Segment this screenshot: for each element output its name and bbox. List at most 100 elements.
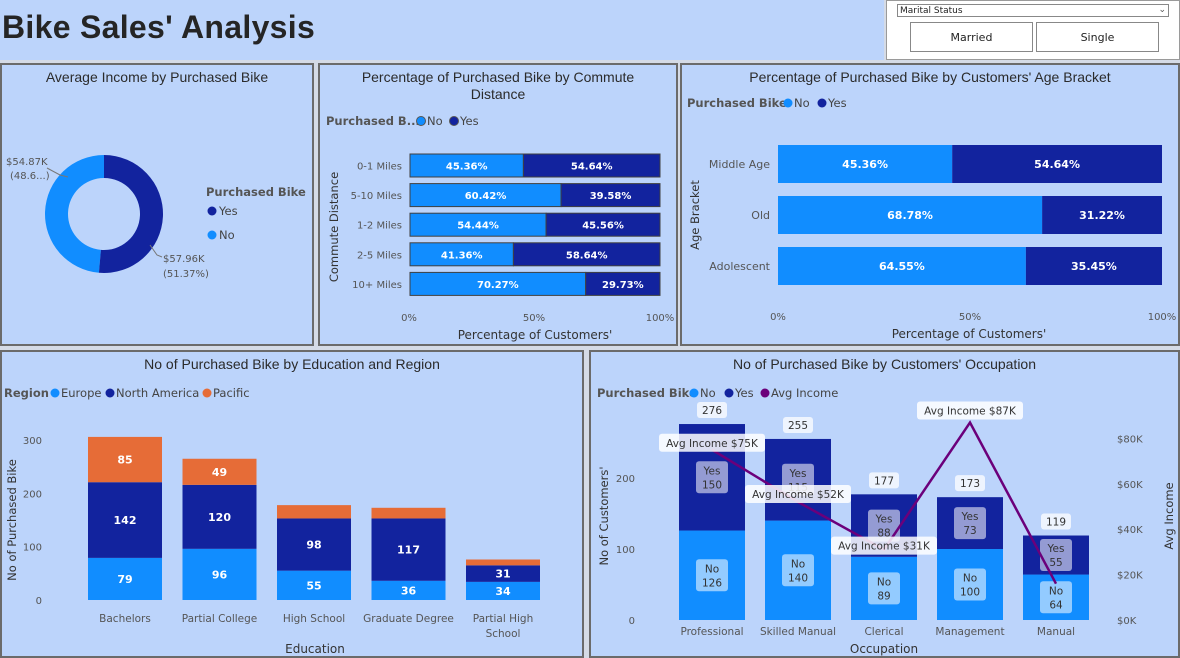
- bar-yes-0-1-miles: [522, 153, 661, 178]
- legend-marker-avg-income: [760, 388, 770, 398]
- occupation-chart: Purchased Bike No Yes Avg Income No of C…: [597, 386, 1176, 656]
- occupation-legend-no[interactable]: No: [700, 386, 716, 400]
- bar-data-label-europe-high-school: 55: [306, 579, 321, 592]
- bar-yes-1-2-miles: [545, 212, 661, 237]
- bar-data-label-no-old: 68.78%: [887, 209, 933, 222]
- donut-leader-line-no: [46, 167, 69, 178]
- education-y-tick-300: 300: [23, 436, 42, 447]
- data-label-yes-manual-value: 55: [1049, 557, 1062, 569]
- age-legend-no[interactable]: No: [794, 96, 810, 110]
- bar-europe-partial-high-school: [466, 581, 540, 600]
- bar-north-america-partial-college: [182, 484, 257, 549]
- occupation-y2-tick-40k: $40K: [1117, 525, 1143, 536]
- education-legend-europe[interactable]: Europe: [61, 386, 101, 400]
- slicer-option-married[interactable]: Married: [910, 22, 1033, 52]
- age-chart-title: Percentage of Purchased Bike by Customer…: [749, 69, 1111, 85]
- commute-y-axis-title: Commute Distance: [327, 172, 341, 282]
- education-y-axis-title: No of Purchased Bike: [5, 459, 19, 581]
- education-chart-title: No of Purchased Bike by Education and Re…: [144, 356, 440, 372]
- occupation-y2-tick-0k: $0K: [1117, 616, 1137, 627]
- occupation-y-tick-100: 100: [616, 545, 635, 556]
- data-label-total-box-professional: [697, 402, 727, 419]
- avg-income-label-management: Avg Income $87K: [924, 406, 1017, 418]
- occupation-x-label-management: Management: [935, 626, 1004, 638]
- data-label-yes-manual-series: Yes: [1047, 543, 1065, 555]
- occupation-legend-avg-income[interactable]: Avg Income: [771, 386, 838, 400]
- bar-category-label-2-5-miles: 2-5 Miles: [357, 250, 402, 261]
- occupation-legend-yes[interactable]: Yes: [734, 386, 754, 400]
- bar-category-label-0-1-miles: 0-1 Miles: [357, 162, 402, 173]
- bar-data-label-no-5-10-miles: 60.42%: [465, 191, 507, 202]
- legend-marker-europe: [50, 388, 60, 398]
- commute-legend-yes[interactable]: Yes: [459, 114, 479, 128]
- bar-data-label-north-america-partial-college: 120: [208, 511, 231, 524]
- occupation-y-tick-0: 0: [629, 616, 635, 627]
- data-label-no-skilled-manual-box: [782, 554, 814, 587]
- bar-data-label-yes-adolescent: 35.45%: [1071, 260, 1117, 273]
- bar-north-america-high-school: [277, 518, 351, 571]
- occupation-x-label-skilled-manual: Skilled Manual: [760, 626, 836, 638]
- legend-marker-yes: [817, 98, 827, 108]
- data-label-yes-skilled-manual-series: Yes: [789, 468, 807, 480]
- legend-marker-yes: [207, 206, 217, 216]
- slicer-header[interactable]: Marital Status ⌄: [897, 4, 1169, 17]
- education-x-label-high-school: High School: [283, 613, 345, 625]
- occupation-x-label-professional: Professional: [680, 626, 743, 638]
- legend-marker-yes: [724, 388, 734, 398]
- legend-marker-north-america: [105, 388, 115, 398]
- donut-legend-no[interactable]: No: [219, 228, 235, 242]
- bar-data-label-yes-5-10-miles: 39.58%: [590, 191, 632, 202]
- legend-marker-no: [207, 230, 217, 240]
- education-legend-title: Region: [4, 386, 49, 400]
- avg-income-label-box-management: [917, 401, 1023, 420]
- bar-no-adolescent: [778, 247, 1026, 285]
- data-label-total-box-clerical: [869, 472, 899, 489]
- age-legend-yes[interactable]: Yes: [827, 96, 847, 110]
- bar-data-label-north-america-graduate-degree: 117: [397, 544, 420, 557]
- bar-category-label-middle-age: Middle Age: [709, 158, 770, 171]
- avg-income-label-skilled-manual: Avg Income $52K: [752, 489, 845, 501]
- occupation-y2-axis-title: Avg Income: [1162, 482, 1176, 549]
- bar-data-label-europe-graduate-degree: 36: [401, 584, 417, 597]
- chevron-down-icon[interactable]: ⌄: [1158, 5, 1166, 15]
- bar-data-label-north-america-high-school: 98: [306, 539, 321, 552]
- avg-income-label-box-skilled-manual: [745, 484, 851, 503]
- education-x-label-partial-college: Partial College: [182, 613, 258, 625]
- legend-marker-no: [689, 388, 699, 398]
- data-label-no-manual-series: No: [1049, 585, 1063, 597]
- bar-europe-bachelors: [88, 557, 162, 600]
- donut-leader-line-yes: [149, 244, 163, 258]
- data-label-no-clerical-value: 89: [877, 590, 890, 602]
- bar-data-label-pacific-bachelors: 85: [117, 454, 132, 467]
- occupation-legend-title: Purchased Bike: [597, 386, 697, 400]
- age-chart-panel: Percentage of Purchased Bike by Customer…: [680, 63, 1180, 346]
- education-x-label-graduate-degree: Graduate Degree: [363, 613, 454, 625]
- education-chart-panel: No of Purchased Bike by Education and Re…: [0, 350, 584, 658]
- data-label-total-box-manual: [1041, 513, 1071, 530]
- bar-data-label-europe-bachelors: 79: [117, 573, 132, 586]
- commute-legend-no[interactable]: No: [427, 114, 443, 128]
- bar-data-label-north-america-bachelors: 142: [114, 514, 137, 527]
- bar-yes-10-miles: [585, 271, 661, 296]
- bar-category-label-1-2-miles: 1-2 Miles: [357, 221, 402, 232]
- education-y-tick-200: 200: [23, 489, 42, 500]
- donut-chart: Purchased Bike Yes No $54.87K (48.6...) …: [6, 155, 306, 280]
- data-label-total-skilled-manual: 255: [788, 420, 808, 432]
- occupation-x-axis-title: Occupation: [850, 642, 918, 656]
- bar-data-label-no-middle-age: 45.36%: [842, 158, 888, 171]
- bar-data-label-yes-old: 31.22%: [1079, 209, 1125, 222]
- education-legend-pacific[interactable]: Pacific: [213, 386, 250, 400]
- legend-marker-no: [783, 98, 793, 108]
- bar-north-america-bachelors: [88, 482, 162, 558]
- donut-slice-no: [45, 155, 104, 273]
- bar-data-label-no-1-2-miles: 54.44%: [457, 221, 499, 232]
- avg-income-label-clerical: Avg Income $31K: [838, 541, 931, 553]
- bar-data-label-yes-2-5-miles: 58.64%: [566, 250, 608, 261]
- slicer-option-single[interactable]: Single: [1036, 22, 1159, 52]
- bar-data-label-no-10-miles: 70.27%: [477, 280, 519, 291]
- occupation-y-axis-title: No of Customers': [597, 466, 611, 565]
- donut-label-yes: $57.96K: [163, 254, 205, 265]
- data-label-no-skilled-manual-series: No: [791, 558, 805, 570]
- donut-legend-yes[interactable]: Yes: [218, 204, 238, 218]
- education-legend-north-america[interactable]: North America: [116, 386, 199, 400]
